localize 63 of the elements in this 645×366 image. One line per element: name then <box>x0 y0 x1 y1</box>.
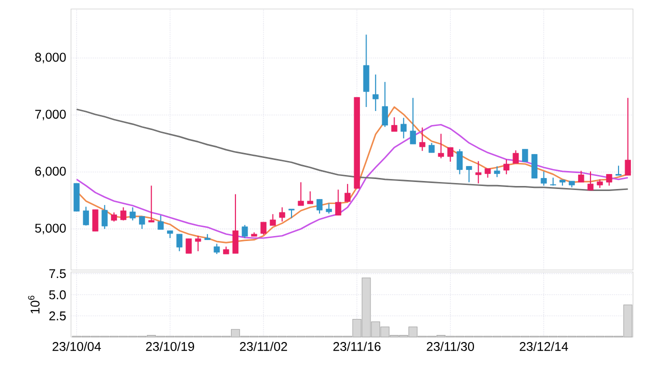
candlestick <box>139 216 146 230</box>
x-tick-label: 23/11/02 <box>240 342 288 351</box>
candlestick <box>242 224 248 239</box>
y-tick-label: 5,000 <box>35 224 66 234</box>
candlestick <box>484 168 491 178</box>
candlestick <box>176 234 182 252</box>
candlestick <box>110 212 117 222</box>
candlestick <box>522 148 528 162</box>
candlestick <box>326 202 332 214</box>
candlestick <box>419 126 426 152</box>
candlestick <box>494 166 500 178</box>
candlestick <box>410 97 416 145</box>
candlestick <box>616 165 622 176</box>
y-tick-label: 8,000 <box>35 52 66 64</box>
candlestick <box>82 206 89 226</box>
candlestick <box>466 166 472 183</box>
candlestick <box>606 174 612 186</box>
candlestick <box>270 214 276 226</box>
candlestick <box>102 204 108 230</box>
candlestick <box>438 133 444 159</box>
candlestick <box>195 235 202 252</box>
candlestick <box>214 243 220 255</box>
candlestick <box>148 185 154 223</box>
candlestick <box>503 158 510 175</box>
candlestick <box>92 209 98 232</box>
x-tick-label: 23/10/19 <box>146 342 194 351</box>
candlestick <box>512 150 519 164</box>
candlestick <box>456 148 463 175</box>
candlestick <box>335 189 342 216</box>
y-tick-label: 6,000 <box>35 166 66 178</box>
candlestick <box>130 206 136 221</box>
candlestick <box>120 206 126 221</box>
x-tick-label: 23/11/16 <box>333 342 381 351</box>
x-tick-label: 23/12/14 <box>520 342 568 351</box>
candlestick <box>232 194 238 254</box>
candlestick <box>391 116 398 132</box>
candlestick <box>587 170 594 191</box>
y-tick-label: 7.5 <box>49 269 66 278</box>
candlestick <box>279 206 286 222</box>
y-tick-label: 7,000 <box>35 110 66 120</box>
candlestick <box>260 222 266 236</box>
y-tick-label: 2.5 <box>49 311 66 320</box>
candlestick <box>428 142 435 154</box>
y-axis-title: 10$^{6}$ <box>28 296 40 314</box>
candlestick <box>624 97 631 176</box>
candlestick <box>298 182 304 206</box>
candlestick <box>475 160 482 184</box>
candlestick <box>316 198 323 214</box>
candlestick <box>344 183 351 202</box>
candlestick <box>288 208 295 219</box>
candlestick <box>447 146 454 162</box>
candlestick <box>531 154 538 179</box>
x-tick-label: 23/11/30 <box>426 342 474 351</box>
candlestick <box>307 190 314 204</box>
candlestick <box>400 117 407 139</box>
y-tick-label: 5.0 <box>49 290 66 300</box>
candlestick <box>158 214 164 230</box>
candlestick <box>186 238 192 254</box>
candlestick <box>540 170 547 186</box>
candlestick <box>382 81 388 128</box>
candlestick <box>578 170 584 183</box>
candlestick <box>372 74 379 112</box>
x-tick-label: 23/10/04 <box>52 342 101 351</box>
